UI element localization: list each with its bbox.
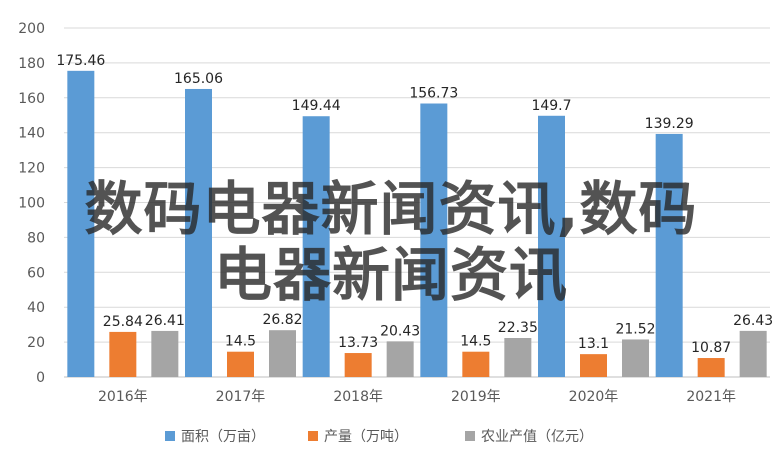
y-tick-label: 100 [18,196,45,212]
x-tick-label: 2020年 [569,389,619,405]
x-tick-label: 2016年 [98,389,148,405]
y-tick-label: 40 [27,300,45,316]
data-label: 156.73 [409,86,458,102]
bar [151,330,179,377]
data-label: 25.84 [103,314,143,330]
bar [109,331,137,377]
bar [302,116,330,377]
y-tick-label: 20 [27,335,45,351]
legend-label: 面积（万亩） [181,428,265,445]
y-tick-label: 140 [18,126,45,142]
bar [504,337,532,377]
y-tick-label: 60 [27,265,45,281]
y-tick-label: 0 [36,370,45,386]
legend-label: 农业产值（亿元） [481,429,593,445]
bar [227,351,254,377]
data-label: 26.41 [145,313,185,329]
y-tick-label: 200 [18,21,45,37]
bar [344,353,372,377]
data-label: 26.43 [733,313,773,329]
y-tick-label: 80 [27,230,45,246]
bar [655,133,683,377]
data-label: 20.43 [380,323,420,339]
y-tick-label: 160 [18,91,45,107]
data-label: 139.29 [645,116,694,132]
data-label: 14.5 [460,334,491,350]
y-tick-label: 120 [18,161,45,177]
legend-swatch [308,431,318,441]
data-label: 22.35 [498,320,538,336]
bar [622,339,649,377]
data-label: 21.52 [615,321,655,337]
bar [420,103,448,377]
data-label: 175.46 [56,53,105,69]
legend-label: 产量（万吨） [324,429,408,445]
x-tick-label: 2019年 [451,389,501,405]
bar [462,351,490,377]
x-tick-label: 2017年 [216,389,266,405]
legend-swatch [165,431,175,441]
data-label: 26.82 [262,312,302,328]
bar [269,330,296,377]
x-tick-label: 2018年 [333,389,383,405]
bar [185,88,212,377]
data-label: 13.1 [578,336,609,352]
data-label: 149.44 [292,98,341,114]
data-label: 165.06 [174,71,223,87]
data-label: 10.87 [691,340,731,356]
x-tick-label: 2021年 [686,389,736,405]
y-tick-label: 180 [18,56,45,72]
bar [538,115,565,377]
data-label: 13.73 [338,335,378,351]
data-label: 14.5 [225,334,256,350]
data-label: 149.7 [531,98,571,114]
bar [67,70,95,377]
legend-swatch [465,431,475,441]
bar [386,341,414,377]
bar [580,354,607,377]
bar [739,330,767,377]
bar [697,358,725,377]
